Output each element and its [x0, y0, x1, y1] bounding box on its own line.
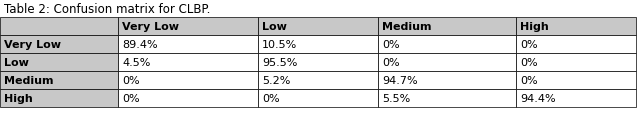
Bar — [0, 89, 118, 107]
Bar — [516, 89, 636, 107]
Bar — [0, 36, 118, 54]
Text: 94.7%: 94.7% — [382, 75, 418, 85]
Text: 5.5%: 5.5% — [382, 93, 410, 103]
Bar — [258, 71, 378, 89]
Text: Medium: Medium — [382, 22, 431, 32]
Bar — [118, 36, 258, 54]
Bar — [118, 71, 258, 89]
Text: 0%: 0% — [520, 40, 538, 50]
Bar — [378, 71, 516, 89]
Text: Very Low: Very Low — [122, 22, 179, 32]
Text: 0%: 0% — [382, 40, 399, 50]
Text: 94.4%: 94.4% — [520, 93, 556, 103]
Text: Low: Low — [262, 22, 287, 32]
Bar — [0, 54, 118, 71]
Bar — [516, 36, 636, 54]
Text: 10.5%: 10.5% — [262, 40, 297, 50]
Bar — [516, 54, 636, 71]
Bar — [258, 89, 378, 107]
Bar — [258, 36, 378, 54]
Text: 95.5%: 95.5% — [262, 58, 298, 67]
Text: High: High — [520, 22, 548, 32]
Text: 0%: 0% — [382, 58, 399, 67]
Bar — [118, 89, 258, 107]
Text: 0%: 0% — [262, 93, 280, 103]
Bar — [258, 18, 378, 36]
Bar — [118, 18, 258, 36]
Bar — [378, 54, 516, 71]
Bar — [378, 18, 516, 36]
Text: Table 2: Confusion matrix for CLBP.: Table 2: Confusion matrix for CLBP. — [4, 3, 211, 16]
Text: 0%: 0% — [520, 58, 538, 67]
Text: 89.4%: 89.4% — [122, 40, 157, 50]
Bar — [516, 18, 636, 36]
Text: Very Low: Very Low — [4, 40, 61, 50]
Bar — [378, 36, 516, 54]
Text: Low: Low — [4, 58, 29, 67]
Text: 5.2%: 5.2% — [262, 75, 291, 85]
Text: 0%: 0% — [122, 75, 140, 85]
Bar — [378, 89, 516, 107]
Bar — [516, 71, 636, 89]
Text: 0%: 0% — [122, 93, 140, 103]
Bar — [0, 71, 118, 89]
Text: 0%: 0% — [520, 75, 538, 85]
Text: Medium: Medium — [4, 75, 54, 85]
Text: 4.5%: 4.5% — [122, 58, 150, 67]
Bar — [118, 54, 258, 71]
Bar — [0, 18, 118, 36]
Bar — [258, 54, 378, 71]
Text: High: High — [4, 93, 33, 103]
